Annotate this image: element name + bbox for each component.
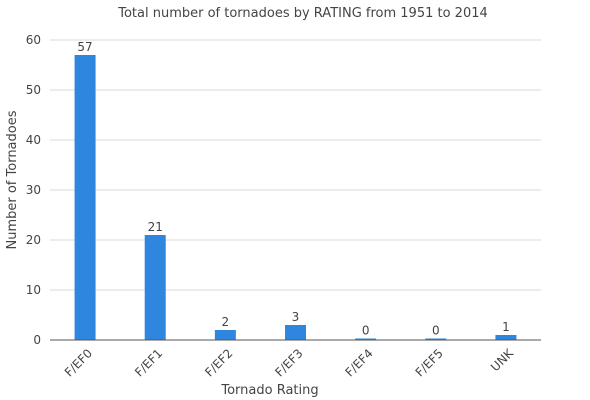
data-labels: 57 21 2 3 0 0 1 xyxy=(77,40,509,338)
bar-f-ef0 xyxy=(74,55,96,340)
bar-f-ef4 xyxy=(355,338,377,340)
bar-f-ef5 xyxy=(425,338,447,340)
x-axis-label: Tornado Rating xyxy=(220,383,318,398)
chart-title: Total number of tornadoes by RATING from… xyxy=(117,6,488,21)
y-tick-label-3: 30 xyxy=(26,183,41,197)
x-tick-label-3: F/EF3 xyxy=(272,346,305,379)
y-axis-label: Number of Tornadoes xyxy=(5,110,20,249)
bar-unk xyxy=(495,335,517,340)
data-label-5: 0 xyxy=(432,324,440,338)
x-tick-label-1: F/EF1 xyxy=(132,346,165,379)
x-tick-label-0: F/EF0 xyxy=(62,346,95,379)
x-tick-label-5: F/EF5 xyxy=(413,346,446,379)
x-tick-labels: F/EF0 F/EF1 F/EF2 F/EF3 F/EF4 F/EF5 UNK xyxy=(62,345,517,379)
data-label-6: 1 xyxy=(502,320,510,334)
bars xyxy=(74,55,517,340)
y-tick-label-2: 20 xyxy=(26,233,41,247)
x-tick-label-2: F/EF2 xyxy=(202,346,235,379)
grid-lines xyxy=(50,39,541,291)
y-tick-label-5: 50 xyxy=(26,83,41,97)
data-label-2: 2 xyxy=(222,315,230,329)
data-label-0: 57 xyxy=(77,40,92,54)
bar-f-ef1 xyxy=(144,235,166,340)
data-label-1: 21 xyxy=(148,220,163,234)
x-tick-label-4: F/EF4 xyxy=(342,346,375,379)
x-tick-label-6: UNK xyxy=(488,345,517,374)
y-tick-label-0: 0 xyxy=(33,333,41,347)
y-tick-label-6: 60 xyxy=(26,33,41,47)
data-label-4: 0 xyxy=(362,324,370,338)
data-label-3: 3 xyxy=(292,310,300,324)
y-tick-label-4: 40 xyxy=(26,133,41,147)
bar-f-ef3 xyxy=(285,325,306,340)
y-tick-labels: 0 10 20 30 40 50 60 xyxy=(26,33,41,347)
y-tick-label-1: 10 xyxy=(26,283,41,297)
bar-f-ef2 xyxy=(214,330,236,340)
